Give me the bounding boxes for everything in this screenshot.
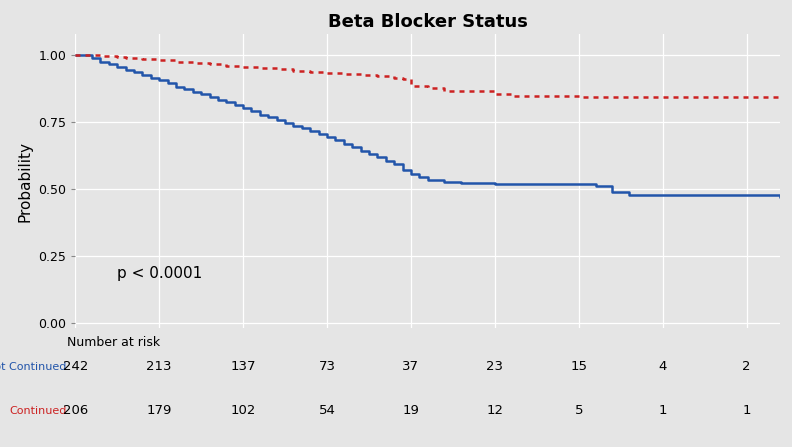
- Text: Continued: Continued: [10, 406, 67, 416]
- Text: 37: 37: [402, 360, 420, 373]
- Text: 54: 54: [318, 404, 336, 417]
- Text: Number at risk: Number at risk: [67, 336, 160, 349]
- Text: 4: 4: [658, 360, 667, 373]
- Text: 242: 242: [63, 360, 88, 373]
- Text: 179: 179: [147, 404, 172, 417]
- Text: 5: 5: [574, 404, 583, 417]
- Text: 1: 1: [658, 404, 667, 417]
- Text: 12: 12: [486, 404, 503, 417]
- Text: p < 0.0001: p < 0.0001: [117, 266, 203, 281]
- Title: Beta Blocker Status: Beta Blocker Status: [328, 13, 527, 30]
- Y-axis label: Probability: Probability: [17, 140, 32, 222]
- Text: Not Continued: Not Continued: [0, 362, 67, 372]
- Text: 213: 213: [147, 360, 172, 373]
- Text: 15: 15: [570, 360, 587, 373]
- Text: 137: 137: [230, 360, 256, 373]
- Text: 206: 206: [63, 404, 88, 417]
- Text: 1: 1: [742, 404, 751, 417]
- Text: 73: 73: [318, 360, 336, 373]
- Text: 102: 102: [230, 404, 256, 417]
- Text: 23: 23: [486, 360, 503, 373]
- Text: 19: 19: [402, 404, 419, 417]
- Text: 2: 2: [742, 360, 751, 373]
